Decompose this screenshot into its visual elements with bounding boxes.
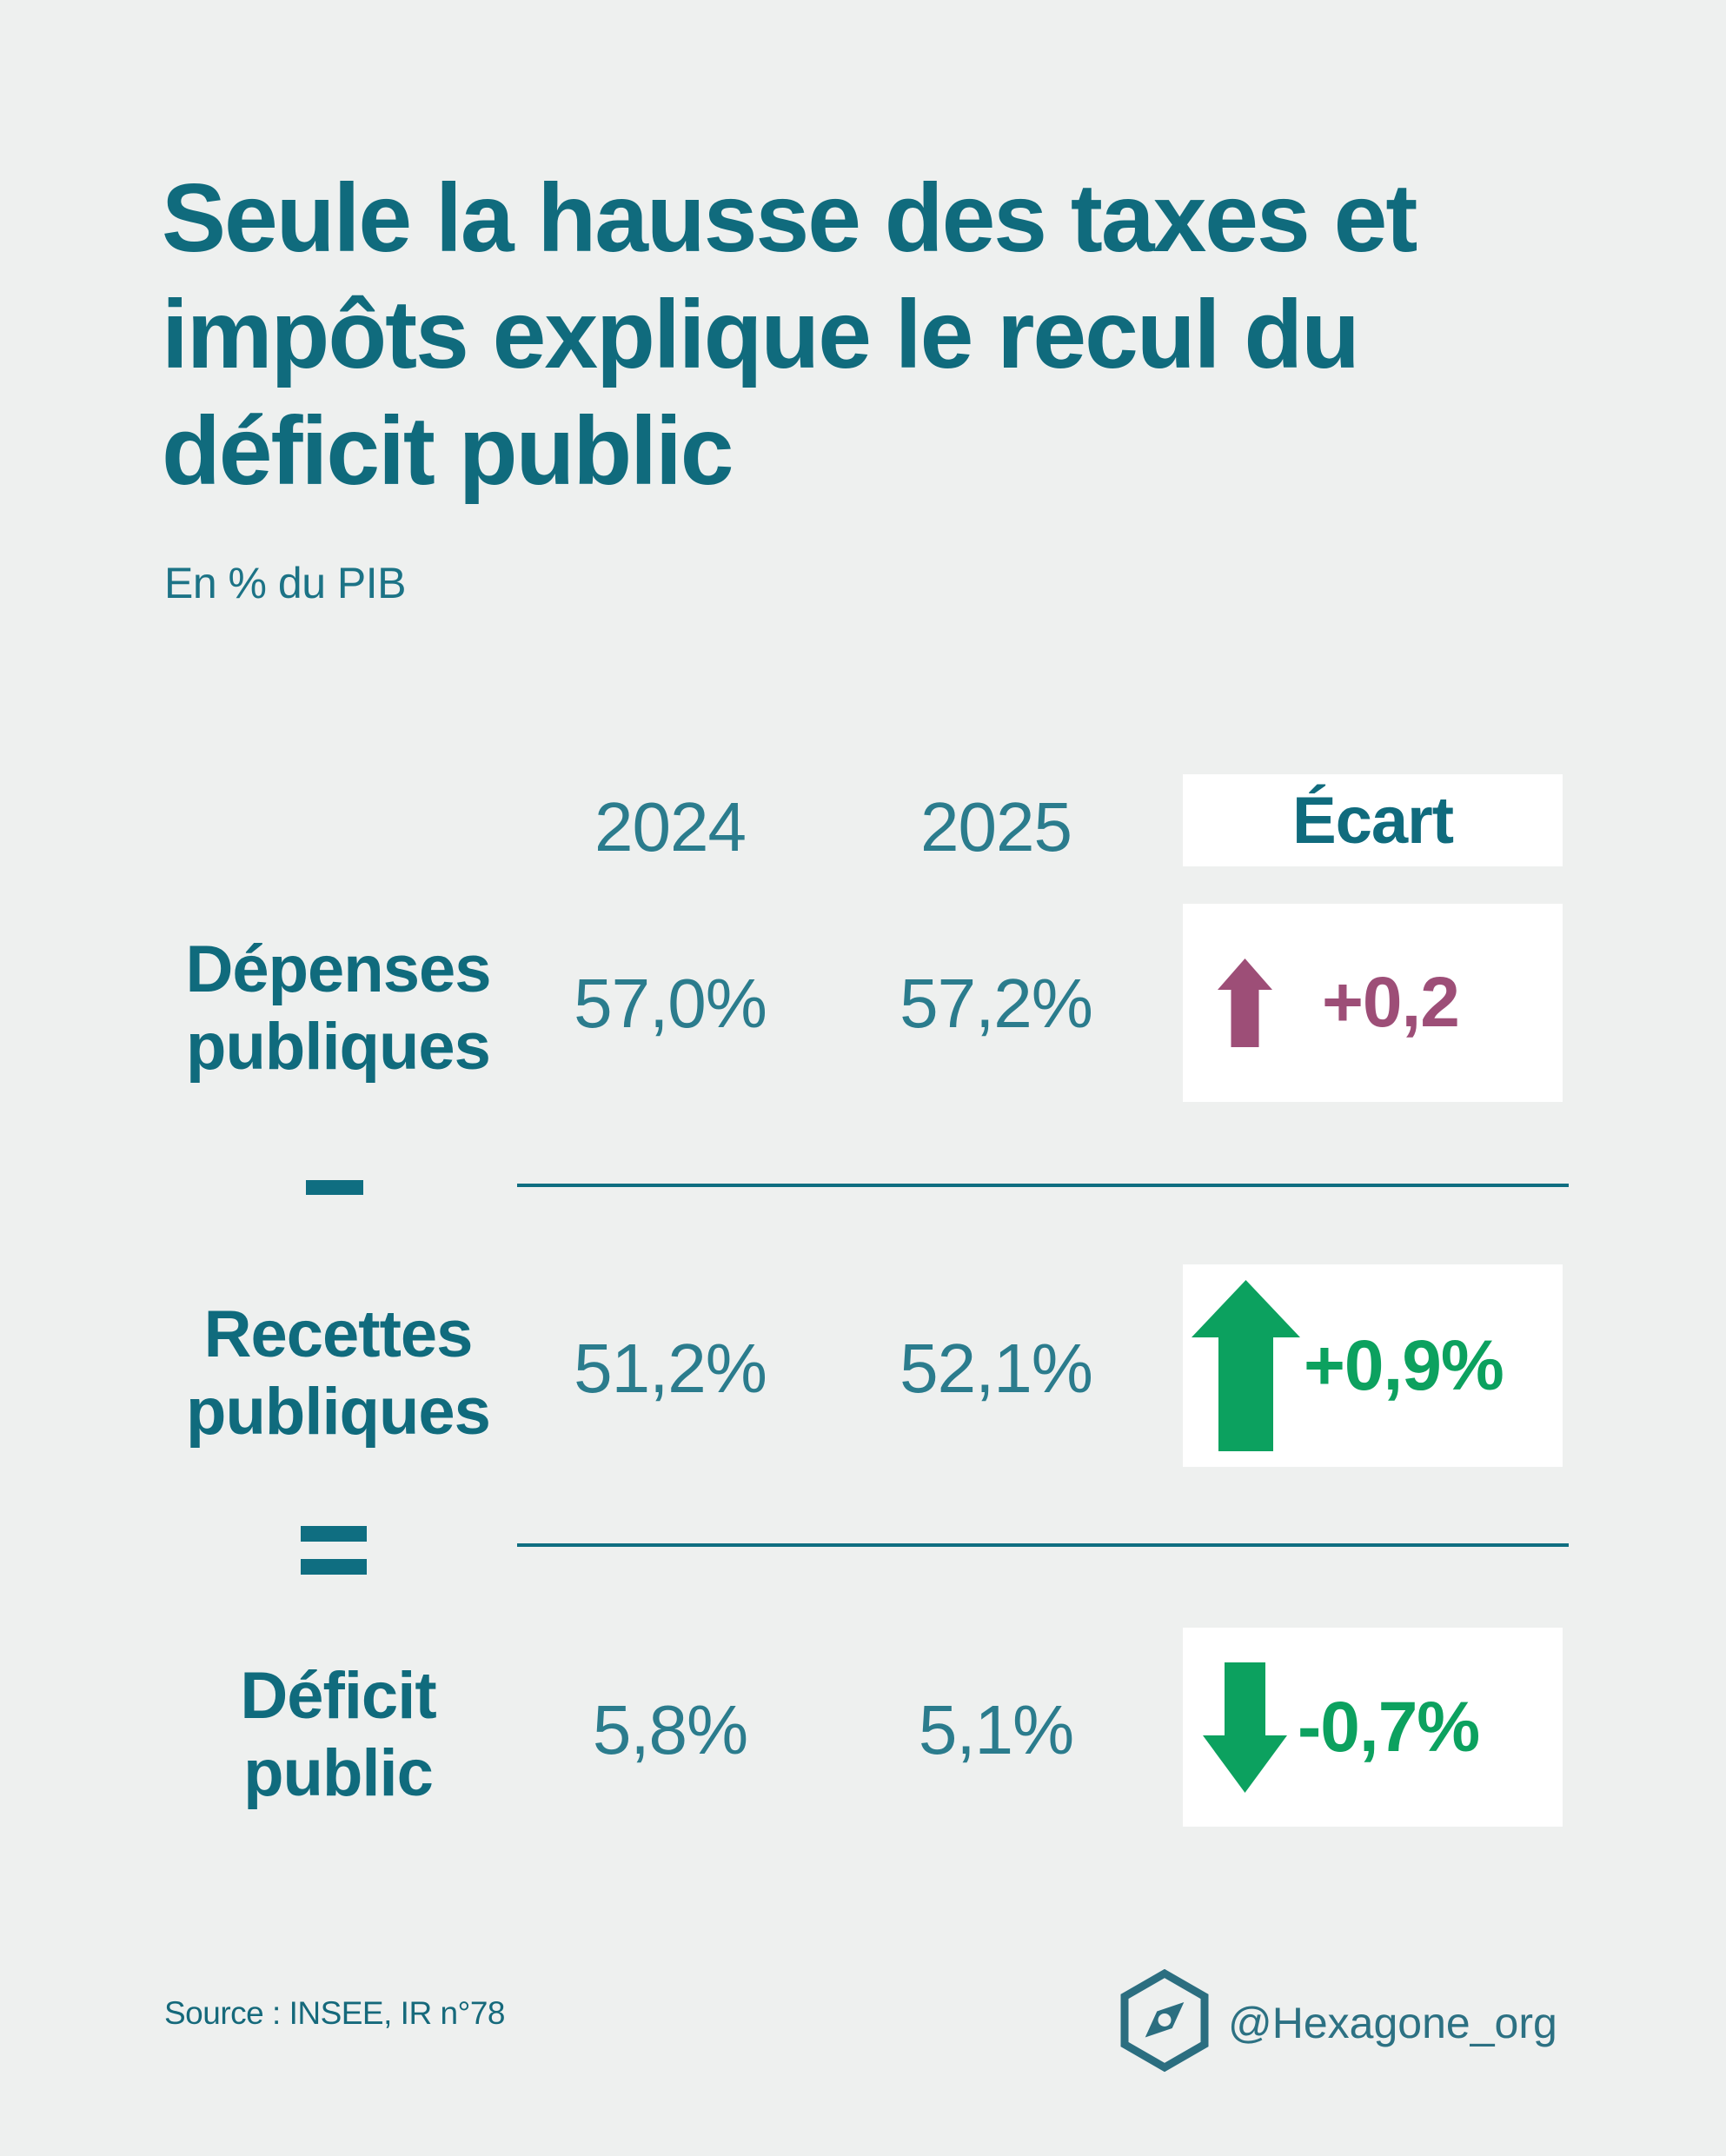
equals-operator [301, 1526, 367, 1542]
column-header-ecart: Écart [1291, 783, 1454, 858]
social-handle: @Hexagone_org [1228, 1999, 1557, 2047]
row-label-depenses: Dépenses publiques [185, 932, 491, 1084]
ecart-value-recettes: +0,9% [1304, 1325, 1504, 1405]
column-header-2024: 2024 [594, 788, 747, 866]
value-deficit-2025: 5,1% [918, 1691, 1074, 1768]
down-arrow-icon [1203, 1662, 1287, 1793]
value-recettes-2025: 52,1% [900, 1330, 1093, 1407]
value-depenses-2024: 57,0% [574, 965, 767, 1042]
value-depenses-2025: 57,2% [900, 965, 1093, 1042]
hexagone-compass-logo-icon [1120, 1969, 1209, 2073]
row-label-recettes: Recettes publiques [186, 1297, 491, 1449]
value-deficit-2024: 5,8% [592, 1691, 748, 1768]
source-note: Source : INSEE, IR n°78 [164, 1995, 505, 2031]
up-arrow-icon [1192, 1280, 1300, 1451]
column-header-2025: 2025 [920, 788, 1072, 866]
minus-operator [306, 1180, 363, 1195]
row-separator-line [517, 1184, 1569, 1187]
ecart-box-recettes: +0,9% [1183, 1264, 1563, 1467]
ecart-value-depenses: +0,2 [1322, 963, 1460, 1042]
unit-subtitle: En % du PIB [164, 559, 407, 607]
ecart-box-deficit: -0,7% [1183, 1628, 1563, 1827]
ecart-value-deficit: -0,7% [1298, 1687, 1480, 1767]
value-recettes-2024: 51,2% [574, 1330, 767, 1407]
row-separator-line [517, 1543, 1569, 1547]
equals-operator [301, 1559, 367, 1575]
page-title: Seule la hausse des taxes et impôts expl… [162, 164, 1417, 505]
up-arrow-icon [1218, 959, 1272, 1047]
ecart-box-depenses: +0,2 [1183, 904, 1563, 1102]
ecart-header-box: Écart [1183, 774, 1563, 866]
row-label-deficit: Déficit public [240, 1659, 436, 1810]
